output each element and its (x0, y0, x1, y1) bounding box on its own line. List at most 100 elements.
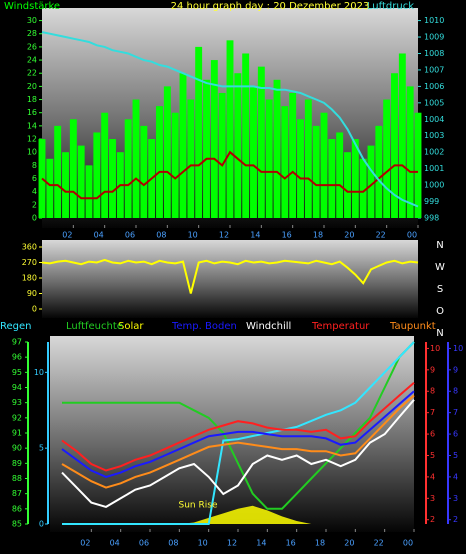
legend-entry: Solar (118, 321, 144, 332)
y-tick-label: 89 (12, 459, 22, 468)
series-line (41, 258, 419, 294)
y-tick-label: 3 (430, 494, 435, 503)
x-tick-label: 14 (256, 539, 266, 548)
y-tick-label: 7 (453, 408, 458, 417)
bar (406, 86, 414, 218)
x-tick-label: 14 (250, 231, 260, 240)
bar (398, 53, 406, 218)
y-tick-label: 90 (27, 289, 37, 298)
y-tick-label: 180 (22, 274, 37, 283)
bar (375, 125, 383, 218)
x-tick-label: 00 (403, 539, 413, 548)
bar (383, 99, 391, 218)
bar (163, 86, 171, 218)
x-tick-label: 10 (188, 231, 198, 240)
y-tick-label: 3 (453, 494, 458, 503)
x-tick-label: 12 (227, 539, 237, 548)
y-tick-label: 10 (34, 368, 44, 377)
bar (140, 125, 148, 218)
legend-entry: Luftdruck (367, 1, 414, 12)
y-tick-label: 90 (12, 444, 22, 453)
bar (351, 139, 359, 218)
x-tick-label: 18 (313, 231, 323, 240)
y-tick-label: 1001 (424, 164, 444, 173)
x-tick-label: 02 (62, 231, 72, 240)
y-tick-label: 998 (424, 214, 439, 223)
x-tick-label: 04 (110, 539, 120, 548)
x-tick-label: 20 (344, 231, 354, 240)
bar (93, 132, 101, 218)
series-line (62, 341, 415, 525)
bar (156, 106, 163, 218)
x-tick-label: 00 (407, 231, 417, 240)
bar (367, 145, 375, 218)
bar (242, 53, 250, 218)
x-tick-label: 08 (156, 231, 166, 240)
bar (273, 79, 281, 218)
y-tick-label: 93 (12, 398, 22, 407)
compass-label: W (435, 262, 445, 273)
x-tick-label: 18 (315, 539, 325, 548)
y-tick-label: 12 (27, 135, 37, 144)
y-tick-label: 24 (27, 56, 37, 65)
bar (218, 92, 226, 218)
y-tick-label: 1004 (424, 115, 444, 124)
y-tick-label: 1008 (424, 49, 444, 58)
bar (203, 79, 210, 218)
y-tick-label: 28 (27, 29, 37, 38)
bar (359, 158, 367, 218)
bar (312, 125, 320, 218)
y-tick-label: 92 (12, 413, 22, 422)
bar (132, 99, 140, 218)
bar (328, 139, 336, 218)
x-tick-label: 22 (374, 539, 384, 548)
y-tick-label: 22 (27, 69, 37, 78)
y-tick-label: 8 (32, 161, 37, 170)
bar (195, 46, 203, 218)
y-tick-label: 0 (32, 305, 37, 314)
y-tick-label: 91 (12, 429, 22, 438)
y-tick-label: 30 (27, 16, 37, 25)
y-tick-label: 1009 (424, 33, 444, 42)
bar (289, 92, 297, 218)
y-tick-label: 10 (453, 344, 463, 353)
y-tick-label: 1006 (424, 82, 444, 91)
y-tick-label: 97 (12, 338, 22, 347)
y-tick-label: 270 (22, 258, 37, 267)
y-tick-label: 86 (12, 504, 22, 513)
y-tick-label: 20 (27, 82, 37, 91)
y-tick-label: 4 (453, 472, 458, 481)
legend-entry: Regen (0, 321, 32, 332)
bar (77, 145, 85, 218)
bar (187, 99, 195, 218)
bar (124, 119, 132, 218)
bar (179, 73, 187, 219)
bar (257, 66, 265, 218)
bar (234, 73, 242, 219)
y-tick-label: 2 (430, 515, 435, 524)
y-tick-label: 87 (12, 489, 22, 498)
y-tick-label: 2 (453, 515, 458, 524)
y-tick-label: 0 (39, 520, 44, 529)
y-tick-label: 6 (453, 430, 458, 439)
bar (85, 165, 93, 218)
x-tick-label: 22 (376, 231, 386, 240)
y-tick-label: 94 (12, 383, 22, 392)
y-tick-label: 1007 (424, 65, 444, 74)
x-tick-label: 20 (344, 539, 354, 548)
y-tick-label: 4 (32, 187, 37, 196)
y-tick-label: 96 (12, 353, 22, 362)
series-line (62, 341, 415, 510)
y-tick-label: 360 (22, 243, 37, 252)
y-tick-label: 6 (430, 430, 435, 439)
y-tick-label: 2 (32, 200, 37, 209)
legend-entry: Luftfeuchte (66, 321, 123, 332)
y-tick-label: 5 (39, 444, 44, 453)
y-tick-label: 5 (430, 451, 435, 460)
bar (281, 106, 289, 218)
y-tick-label: 1005 (424, 98, 444, 107)
plot-area (50, 336, 414, 532)
bar (304, 99, 312, 218)
y-tick-label: 5 (453, 451, 458, 460)
x-tick-label: 04 (94, 231, 104, 240)
